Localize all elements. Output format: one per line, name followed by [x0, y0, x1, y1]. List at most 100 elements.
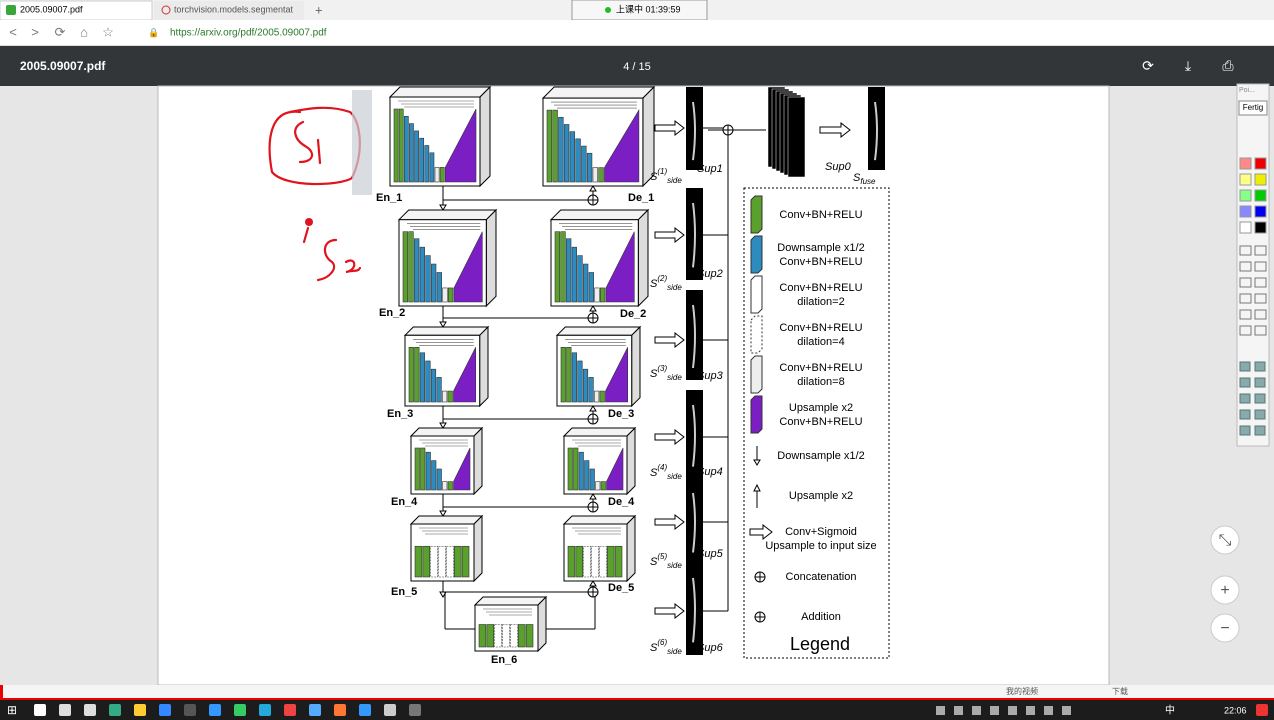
color-swatch[interactable]	[1254, 221, 1267, 234]
block-top	[473, 596, 548, 606]
tool-button[interactable]	[1254, 277, 1267, 288]
layer-bar	[583, 263, 589, 303]
tool-button[interactable]	[1254, 309, 1267, 320]
toolbar-button[interactable]: ⟳	[1142, 58, 1154, 74]
tool-button[interactable]	[1254, 325, 1267, 336]
timer-dot	[605, 7, 611, 13]
taskbar-app[interactable]	[409, 704, 421, 716]
layer-bar	[546, 109, 553, 183]
tray-icon	[1026, 706, 1035, 715]
layer-bar	[430, 368, 437, 403]
taskbar-app[interactable]	[59, 704, 71, 716]
arrow-head	[439, 422, 447, 429]
taskbar-app[interactable]	[84, 704, 96, 716]
taskbar-app[interactable]	[159, 704, 171, 716]
tool-button[interactable]	[1254, 377, 1266, 388]
tool-button[interactable]	[1239, 277, 1252, 288]
legend-icon	[750, 275, 763, 314]
output-arrow	[654, 331, 685, 349]
taskbar-app[interactable]	[284, 704, 296, 716]
legend-box	[743, 187, 890, 659]
tool-button[interactable]	[1239, 409, 1251, 420]
arrow-head	[589, 493, 597, 500]
color-swatch[interactable]	[1239, 173, 1252, 186]
taskbar-app[interactable]	[234, 704, 246, 716]
layer-bar	[442, 390, 448, 403]
layer-bar	[438, 545, 446, 578]
zoom-button[interactable]	[1210, 613, 1240, 643]
nav-button[interactable]: ☆	[102, 24, 114, 39]
toolbar-button[interactable]: ⤓	[1185, 58, 1191, 74]
taskbar-app[interactable]	[334, 704, 346, 716]
tool-button[interactable]	[1239, 377, 1251, 388]
taskbar-app[interactable]	[209, 704, 221, 716]
color-swatch[interactable]	[1239, 205, 1252, 218]
taskbar-app[interactable]	[384, 704, 396, 716]
taskbar-app[interactable]	[34, 704, 46, 716]
output-arrow	[654, 428, 685, 446]
nav-button[interactable]: >	[31, 24, 39, 39]
tool-button[interactable]	[1239, 293, 1252, 304]
layer-bar	[560, 346, 566, 403]
layer-bar	[419, 352, 425, 403]
layer-bar	[420, 447, 426, 491]
decoder-label: De_5	[608, 582, 634, 594]
start-button[interactable]: ⊞	[7, 703, 17, 717]
layer-bar	[510, 624, 518, 648]
layer-bar	[569, 131, 576, 183]
zoom-button[interactable]	[1210, 525, 1240, 555]
zoom-button[interactable]	[1210, 575, 1240, 605]
tool-button[interactable]	[1239, 325, 1252, 336]
tool-button[interactable]	[1239, 245, 1252, 256]
tool-button[interactable]	[1239, 361, 1251, 372]
layer-bar	[478, 624, 487, 648]
layer-bar	[431, 460, 437, 491]
taskbar-app[interactable]	[134, 704, 146, 716]
notification	[1256, 704, 1268, 716]
toolbar-button[interactable]: ⎙	[1222, 58, 1233, 74]
tool-button[interactable]	[1239, 425, 1251, 436]
layer-bar	[586, 152, 593, 183]
tool-button[interactable]	[1254, 261, 1267, 272]
color-swatch[interactable]	[1254, 205, 1267, 218]
nav-button[interactable]: <	[9, 24, 17, 39]
saliency-shape	[874, 101, 878, 161]
tool-button[interactable]	[1254, 393, 1266, 404]
taskbar-app[interactable]	[109, 704, 121, 716]
tool-button[interactable]	[1254, 361, 1266, 372]
tool-button[interactable]	[1254, 293, 1267, 304]
tool-button[interactable]	[1239, 261, 1252, 272]
status-download: 下载	[1112, 686, 1128, 696]
sup-label: Sup6	[697, 642, 724, 654]
done-button[interactable]	[1238, 100, 1268, 116]
layer-bar	[552, 109, 558, 183]
nav-button[interactable]: ⟳	[55, 24, 66, 39]
nav-button[interactable]: ⌂	[80, 24, 88, 39]
block-top	[562, 427, 637, 437]
symbol: S	[650, 467, 658, 479]
color-swatch[interactable]	[1239, 157, 1252, 170]
tool-button[interactable]	[1254, 425, 1266, 436]
upsample-bars	[604, 109, 640, 183]
tool-button[interactable]	[1254, 245, 1267, 256]
taskbar-app[interactable]	[309, 704, 321, 716]
pdf-toolbar	[0, 46, 1274, 86]
color-swatch[interactable]	[1239, 189, 1252, 202]
taskbar-app[interactable]	[259, 704, 271, 716]
side-output-label: S(5)side	[650, 552, 682, 570]
layer-bar	[414, 447, 420, 491]
tool-button[interactable]	[1239, 393, 1251, 404]
layer-bar	[600, 481, 606, 491]
block-side	[537, 595, 547, 653]
output-arrow	[654, 513, 685, 531]
color-swatch[interactable]	[1254, 189, 1267, 202]
color-swatch[interactable]	[1239, 221, 1252, 234]
tool-button[interactable]	[1254, 409, 1266, 420]
color-swatch[interactable]	[1254, 173, 1267, 186]
tool-button[interactable]	[1239, 309, 1252, 320]
color-swatch[interactable]	[1254, 157, 1267, 170]
taskbar-app[interactable]	[184, 704, 196, 716]
tab[interactable]	[154, 1, 304, 20]
taskbar-app[interactable]	[359, 704, 371, 716]
layer-bar	[567, 447, 573, 491]
